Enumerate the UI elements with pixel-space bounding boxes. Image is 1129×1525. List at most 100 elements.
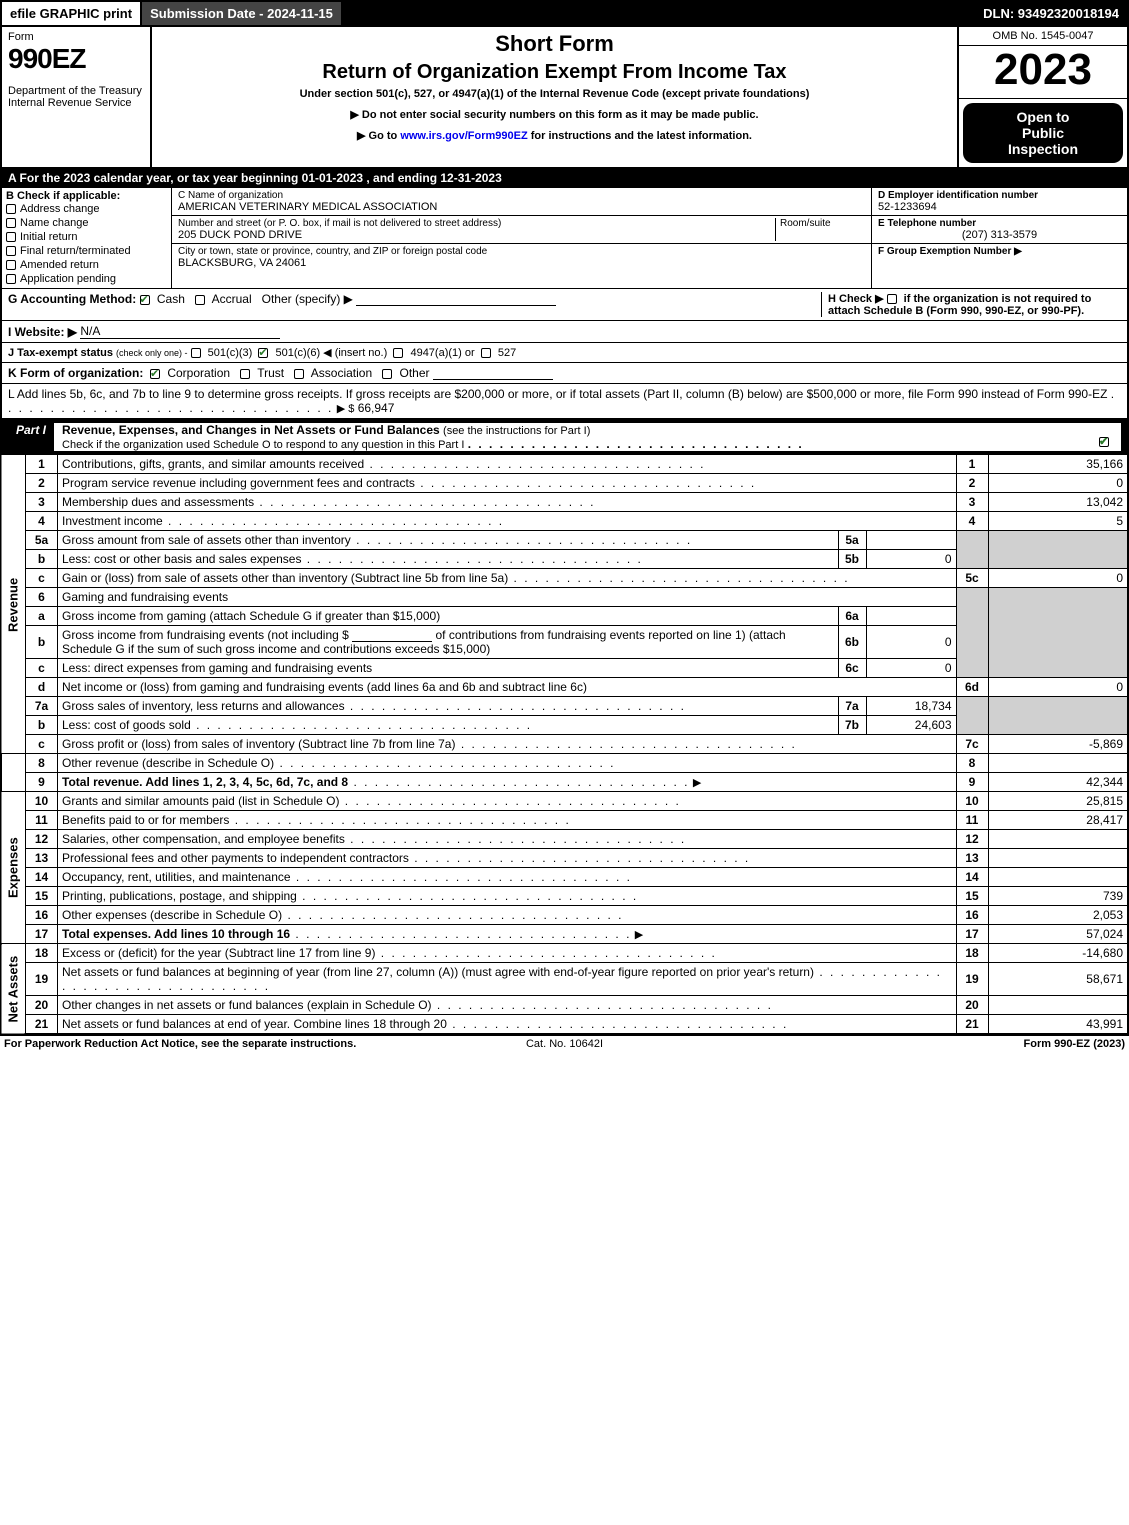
chk-trust[interactable] <box>240 369 250 379</box>
submission-date-label: Submission Date - 2024-11-15 <box>140 2 341 25</box>
amount: 0 <box>988 474 1128 493</box>
chk-amended-return[interactable]: Amended return <box>6 258 167 272</box>
rev-tail <box>1 754 26 792</box>
line-num: d <box>26 678 58 697</box>
amount: 739 <box>988 887 1128 906</box>
chk-501c[interactable] <box>258 348 268 358</box>
chk-address-change[interactable]: Address change <box>6 202 167 216</box>
chk-label: Initial return <box>20 231 77 243</box>
right-num: 21 <box>956 1015 988 1035</box>
checkbox-icon <box>6 260 16 270</box>
sub-val: 0 <box>866 626 956 659</box>
other-label: Other (specify) ▶ <box>262 292 353 306</box>
sub-val <box>866 531 956 550</box>
chk-label: Amended return <box>20 259 99 271</box>
form-header: Form 990EZ Department of the Treasury In… <box>0 27 1129 167</box>
part-i-header: Part I Revenue, Expenses, and Changes in… <box>0 420 1129 454</box>
row-17: 17 Total expenses. Add lines 10 through … <box>1 925 1128 944</box>
chk-other-org[interactable] <box>382 369 392 379</box>
chk-corporation[interactable] <box>150 369 160 379</box>
checkbox-accrual[interactable] <box>195 295 205 305</box>
chk-application-pending[interactable]: Application pending <box>6 272 167 286</box>
open-line3: Inspection <box>967 141 1119 157</box>
form-word: Form <box>8 31 144 43</box>
chk-schedule-o[interactable] <box>1099 437 1109 447</box>
chk-final-return[interactable]: Final return/terminated <box>6 244 167 258</box>
org-name: AMERICAN VETERINARY MEDICAL ASSOCIATION <box>178 201 865 213</box>
irs-link[interactable]: www.irs.gov/Form990EZ <box>400 130 527 142</box>
other-specify-field[interactable] <box>356 305 556 306</box>
row-12: 12 Salaries, other compensation, and emp… <box>1 830 1128 849</box>
sub-val: 0 <box>866 659 956 678</box>
line-desc: Occupancy, rent, utilities, and maintena… <box>58 868 957 887</box>
other-org-field[interactable] <box>433 379 553 380</box>
j-o1: 501(c)(3) <box>208 347 253 359</box>
line-desc: Grants and similar amounts paid (list in… <box>58 792 957 811</box>
amount: 25,815 <box>988 792 1128 811</box>
goto-post: for instructions and the latest informat… <box>528 130 752 142</box>
grey-cell <box>988 697 1128 735</box>
footer-right-pre: Form <box>1024 1038 1055 1050</box>
accrual-label: Accrual <box>212 292 252 306</box>
amount: 5 <box>988 512 1128 531</box>
right-num: 11 <box>956 811 988 830</box>
line-num: b <box>26 550 58 569</box>
right-num: 15 <box>956 887 988 906</box>
chk-527[interactable] <box>481 348 491 358</box>
row-10: Expenses 10 Grants and similar amounts p… <box>1 792 1128 811</box>
row-1: Revenue 1 Contributions, gifts, grants, … <box>1 455 1128 474</box>
chk-association[interactable] <box>294 369 304 379</box>
line-num: 9 <box>26 773 58 792</box>
header-right: OMB No. 1545-0047 2023 Open to Public In… <box>957 27 1127 167</box>
amount: 42,344 <box>988 773 1128 792</box>
chk-501c3[interactable] <box>191 348 201 358</box>
checkbox-h[interactable] <box>887 294 897 304</box>
efile-label[interactable]: efile GRAPHIC print <box>2 2 140 25</box>
right-num: 10 <box>956 792 988 811</box>
line-desc: Program service revenue including govern… <box>58 474 957 493</box>
j-label: J Tax-exempt status <box>8 347 113 359</box>
amount <box>988 849 1128 868</box>
dots-icon <box>345 699 686 713</box>
k-o4: Other <box>400 366 430 380</box>
dots-icon <box>274 756 615 770</box>
column-c: C Name of organization AMERICAN VETERINA… <box>172 188 872 288</box>
part-i-tag: Part I <box>8 423 54 451</box>
chk-initial-return[interactable]: Initial return <box>6 230 167 244</box>
right-num: 5c <box>956 569 988 588</box>
dots-icon <box>375 946 716 960</box>
sub-val: 18,734 <box>866 697 956 716</box>
line-desc: Other expenses (describe in Schedule O) <box>58 906 957 925</box>
right-num: 9 <box>956 773 988 792</box>
chk-4947[interactable] <box>393 348 403 358</box>
phone-label: E Telephone number <box>878 218 1121 229</box>
amount <box>988 868 1128 887</box>
grey-cell <box>988 531 1128 569</box>
city-label: City or town, state or province, country… <box>178 246 865 257</box>
checkbox-icon <box>6 204 16 214</box>
form-table: Revenue 1 Contributions, gifts, grants, … <box>0 454 1129 1035</box>
chk-label: Address change <box>20 203 100 215</box>
dots-icon <box>351 533 692 547</box>
chk-name-change[interactable]: Name change <box>6 216 167 230</box>
part-i-checknote: Check if the organization used Schedule … <box>62 439 464 451</box>
column-right: D Employer identification number 52-1233… <box>872 188 1127 288</box>
line-num: 12 <box>26 830 58 849</box>
checkbox-cash[interactable] <box>140 295 150 305</box>
line-desc: Gross profit or (loss) from sales of inv… <box>58 735 957 754</box>
website-field[interactable]: N/A <box>80 324 280 339</box>
line-desc: Gain or (loss) from sale of assets other… <box>58 569 957 588</box>
line-num: 2 <box>26 474 58 493</box>
row-6d: d Net income or (loss) from gaming and f… <box>1 678 1128 697</box>
name-label: C Name of organization <box>178 190 865 201</box>
line-desc: Other changes in net assets or fund bala… <box>58 996 957 1015</box>
chk-label: Application pending <box>20 273 116 285</box>
column-b: B Check if applicable: Address change Na… <box>2 188 172 288</box>
return-title: Return of Organization Exempt From Incom… <box>160 61 949 84</box>
sub-num: 6b <box>838 626 866 659</box>
line-num: b <box>26 716 58 735</box>
dept-treasury: Department of the Treasury <box>8 85 144 97</box>
line-desc: Total expenses. Add lines 10 through 16 … <box>58 925 957 944</box>
short-form-title: Short Form <box>160 31 949 57</box>
right-num: 13 <box>956 849 988 868</box>
